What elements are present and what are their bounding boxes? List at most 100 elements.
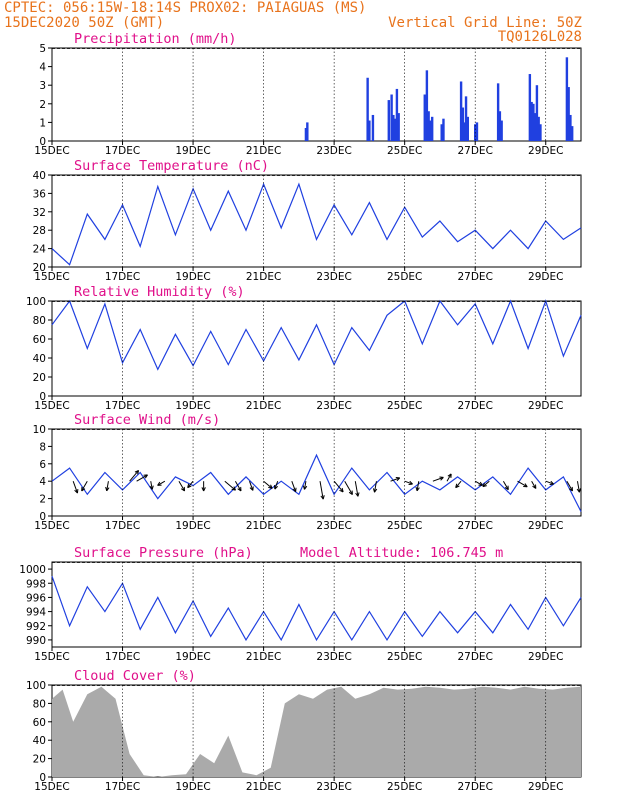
wind-arrow-head — [273, 485, 279, 490]
cloud-xtick-label: 23DEC — [316, 781, 351, 793]
precipitation-bar — [535, 85, 539, 141]
wind-arrow-shaft — [374, 481, 377, 493]
humidity-xtick-label: 19DEC — [175, 400, 210, 412]
wind-arrow-shaft — [333, 480, 344, 493]
precipitation-bar — [440, 124, 443, 141]
pressure-ytick-label: 992 — [26, 621, 46, 633]
wind-arrow-head — [74, 489, 79, 494]
pressure-xtick-label: 23DEC — [316, 651, 351, 663]
wind-arrow-shaft — [344, 480, 353, 495]
cloud-xtick-label: 25DEC — [387, 781, 422, 793]
temperature-panel: 20 24 28 32 36 40 15DEC 17DEC 19DEC 21DEC 23DEC 25D… — [33, 158, 582, 283]
temperature-xtick-label: 21DEC — [246, 271, 281, 283]
wind-arrow-head — [482, 482, 487, 488]
wind-xtick-label: 21DEC — [246, 520, 281, 532]
wind-ytick-label: 4 — [39, 476, 46, 488]
wind-arrow-head — [576, 488, 581, 493]
precipitation-bar — [496, 83, 500, 141]
wind-xtick-label: 25DEC — [387, 520, 422, 532]
pressure-xtick-label: 15DEC — [34, 651, 69, 663]
precipitation-bar — [539, 124, 542, 141]
wind-arrow-shaft — [150, 481, 153, 490]
precipitation-ytick-label: 4 — [39, 62, 46, 74]
header-run-time: 15DEC2020 50Z (GMT) — [4, 15, 164, 31]
precipitation-bar — [570, 126, 574, 141]
humidity-line — [51, 299, 582, 371]
precipitation-bar — [393, 118, 397, 141]
precipitation-bar — [532, 103, 535, 141]
wind-arrow-head — [249, 486, 254, 491]
pressure-title: Surface Pressure (hPa) — [74, 545, 253, 561]
wind-arrow-head — [339, 487, 344, 493]
wind-xtick-label: 23DEC — [316, 520, 351, 532]
cloud-ytick-label: 60 — [33, 717, 46, 729]
precipitation-frame — [51, 47, 582, 142]
humidity-ytick-label: 100 — [26, 296, 46, 308]
wind-arrow-shaft — [136, 474, 148, 482]
precipitation-ytick-label: 5 — [39, 43, 46, 55]
header-grid-line: Vertical Grid Line: 50Z — [388, 15, 582, 31]
wind-arrow-shaft — [187, 480, 194, 488]
wind-arrow-shaft — [482, 480, 490, 487]
cloud-ytick-label: 80 — [33, 698, 46, 710]
precipitation-bar — [390, 94, 393, 141]
wind-arrow-head — [149, 485, 154, 490]
wind-arrow-head — [201, 487, 206, 492]
precipitation-bar — [500, 120, 503, 141]
wind-arrow-shaft — [178, 480, 185, 492]
precipitation-bar — [306, 122, 309, 141]
precipitation-bar — [442, 118, 445, 141]
pressure-ytick-label: 998 — [26, 578, 46, 590]
cloud-xtick-label: 21DEC — [246, 781, 281, 793]
precipitation-bar — [498, 111, 502, 141]
cloud-ytick-label: 0 — [39, 772, 46, 784]
temperature-ytick-label: 36 — [33, 188, 47, 200]
humidity-ytick-label: 40 — [33, 353, 46, 365]
temperature-ytick-label: 32 — [33, 207, 46, 219]
pressure-xtick-label: 17DEC — [105, 651, 140, 663]
pressure-xtick-label: 29DEC — [528, 651, 563, 663]
wind-arrow-head — [231, 486, 236, 491]
wind-arrow-shaft — [157, 480, 166, 486]
precipitation-xtick-label: 27DEC — [457, 145, 492, 157]
precipitation-xtick-label: 15DEC — [34, 145, 69, 157]
precipitation-bar — [423, 94, 426, 141]
wind-arrow-shaft — [502, 480, 509, 490]
wind-arrow-shaft — [72, 481, 78, 494]
temperature-ytick-label: 20 — [33, 262, 46, 274]
wind-xtick-label: 17DEC — [105, 520, 140, 532]
wind-arrow-shaft — [446, 473, 452, 482]
wind-arrow-head — [478, 481, 483, 486]
temperature-line — [51, 182, 582, 266]
cloud-panel: 0 20 40 60 80 100 15DEC 17DEC 19DEC 21DEC 23DEC 25D… — [26, 668, 582, 793]
wind-arrow-shaft — [303, 481, 307, 490]
pressure-line — [51, 575, 582, 642]
temperature-xtick-label: 19DEC — [175, 271, 210, 283]
humidity-xtick-label: 17DEC — [105, 400, 140, 412]
wind-xtick-label: 19DEC — [175, 520, 210, 532]
wind-arrow-shaft — [263, 480, 273, 489]
wind-arrow-head — [532, 484, 537, 489]
wind-arrow-shaft — [354, 481, 359, 497]
precipitation-bar — [427, 111, 430, 141]
precipitation-bar — [428, 120, 432, 141]
precipitation-bar — [395, 88, 399, 141]
humidity-frame — [51, 300, 582, 397]
cloud-ytick-label: 100 — [26, 680, 46, 692]
header-station: CPTEC: 056:15W-18:14S PROX02: PAIAGUAS (… — [4, 0, 366, 16]
wind-ytick-label: 10 — [33, 424, 46, 436]
wind-arrow-head — [180, 486, 186, 492]
precipitation-xtick-label: 19DEC — [175, 145, 210, 157]
humidity-ytick-label: 0 — [39, 391, 46, 403]
wind-arrow-shaft — [545, 480, 554, 485]
pressure-ytick-label: 996 — [26, 592, 46, 604]
precipitation-bar — [371, 114, 375, 141]
humidity-xtick-label: 29DEC — [528, 400, 563, 412]
wind-arrow-shaft — [566, 480, 573, 492]
humidity-ytick-label: 80 — [33, 315, 46, 327]
humidity-xtick-label: 27DEC — [457, 400, 492, 412]
cloud-area — [52, 686, 581, 777]
wind-title: Surface Wind (m/s) — [74, 412, 220, 428]
humidity-ytick-label: 20 — [33, 372, 46, 384]
